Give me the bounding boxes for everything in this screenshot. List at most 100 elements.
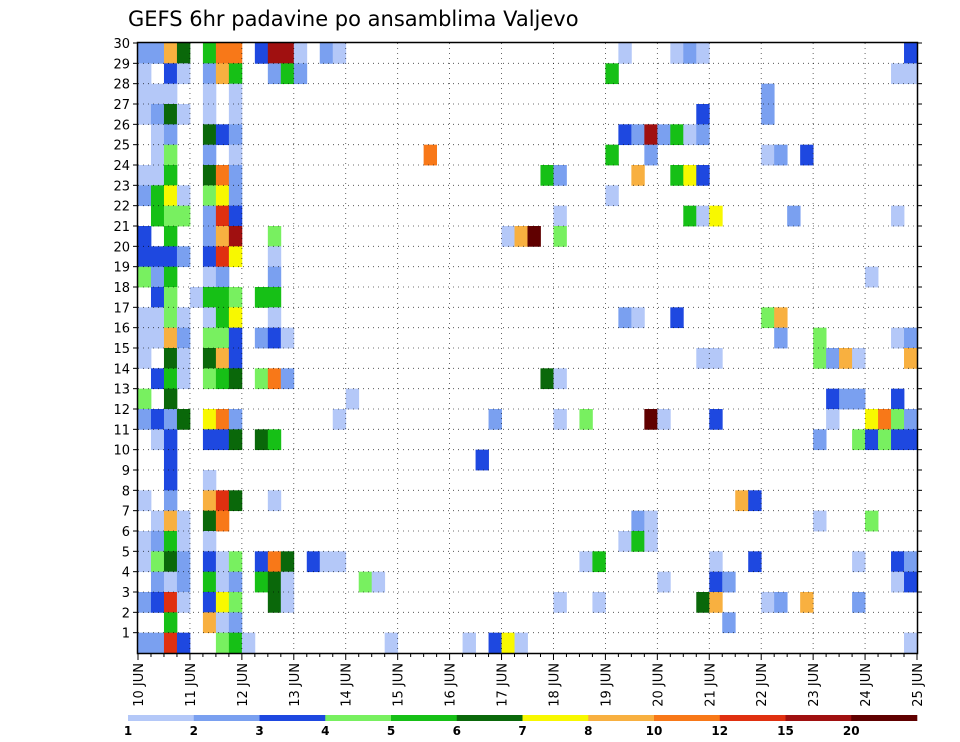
heatmap-cell [163,185,178,207]
heatmap-cell [241,632,256,654]
heatmap-cell [891,571,905,593]
heatmap-cell [215,226,230,247]
heatmap-cell [202,510,217,532]
heatmap-cell [579,551,593,573]
heatmap-cell [215,368,230,390]
heatmap-cell [215,348,230,369]
heatmap-cell [345,388,360,410]
heatmap-cell [579,409,593,430]
legend-label: 7 [518,724,526,738]
heatmap-cell [423,144,438,166]
heatmap-cell [865,266,879,288]
heatmap-cell [228,307,243,329]
heatmap-cell [540,368,554,390]
heatmap-cell [527,226,541,247]
heatmap-cell [696,592,710,613]
heatmap-cell [176,104,191,125]
legend-swatch [851,715,918,721]
heatmap-cell [138,327,152,349]
heatmap-cell [202,490,217,512]
y-tick-label: 21 [113,220,130,235]
heatmap-cell [800,592,814,613]
heatmap-cell [228,185,243,207]
legend-label: 2 [190,724,198,738]
y-tick-label: 28 [113,78,130,93]
heatmap-cell [150,510,165,532]
heatmap-cell [215,592,230,613]
heatmap-cell [644,531,658,552]
heatmap-cell [176,571,191,593]
heatmap-cell [631,124,645,146]
heatmap-cell [150,429,165,451]
heatmap-cell [163,490,178,512]
x-tick-label: 15 JUN [392,663,407,707]
heatmap-cell [176,63,191,85]
heatmap-cell [228,327,243,349]
legend-label: 4 [321,724,329,738]
heatmap-cell [774,144,788,166]
heatmap-cell [163,348,178,369]
heatmap-cell [215,409,230,430]
heatmap-cell [150,307,165,329]
legend-swatch [588,715,655,721]
heatmap-cell [163,470,178,491]
heatmap-cell [813,327,827,349]
heatmap-cells [138,43,918,654]
heatmap-cell [865,510,879,532]
heatmap-cell [163,592,178,613]
heatmap-cell [228,246,243,268]
heatmap-cell [176,205,191,227]
heatmap-cell [293,43,308,64]
heatmap-cell [371,571,386,593]
heatmap-cell [150,185,165,207]
heatmap-cell [865,409,879,430]
heatmap-cell [280,327,295,349]
x-tick-label: 14 JUN [340,663,355,707]
y-tick-label: 8 [122,484,130,499]
heatmap-cell [138,104,152,125]
x-tick-label: 13 JUN [288,663,303,707]
heatmap-cell [228,144,243,166]
heatmap-cell [202,63,217,85]
heatmap-cell [839,348,853,369]
heatmap-cell [904,429,918,451]
heatmap-cell [215,327,230,349]
heatmap-cell [163,449,178,471]
heatmap-cell [683,205,697,227]
heatmap-cell [228,226,243,247]
heatmap-cell [696,165,710,186]
heatmap-cell [176,246,191,268]
heatmap-cell [138,185,152,207]
heatmap-cell [891,63,905,85]
y-tick-label: 30 [113,37,130,52]
heatmap-cell [254,571,269,593]
heatmap-cell [163,226,178,247]
heatmap-cell [202,83,217,105]
legend-label: 5 [387,724,395,738]
heatmap-cell [150,144,165,166]
heatmap-cell [332,409,347,430]
heatmap-cell [748,551,762,573]
heatmap-cell [138,307,152,329]
legend-label: 12 [711,724,728,738]
heatmap-cell [293,63,308,85]
heatmap-cell [215,429,230,451]
heatmap-cell [215,571,230,593]
heatmap-cell [722,612,736,634]
heatmap-cell [826,409,840,430]
heatmap-cell [138,63,152,85]
y-tick-label: 24 [113,159,130,174]
y-tick-label: 5 [122,545,130,560]
heatmap-cell [150,246,165,268]
heatmap-cell [761,104,775,125]
heatmap-cell [176,531,191,552]
x-tick-label: 17 JUN [496,663,511,707]
heatmap-cell [163,632,178,654]
heatmap-cell [150,531,165,552]
heatmap-cell [878,429,892,451]
heatmap-cell [138,551,152,573]
heatmap-cell [631,510,645,532]
heatmap-cell [228,571,243,593]
legend-label: 6 [453,724,461,738]
heatmap-cell [202,571,217,593]
